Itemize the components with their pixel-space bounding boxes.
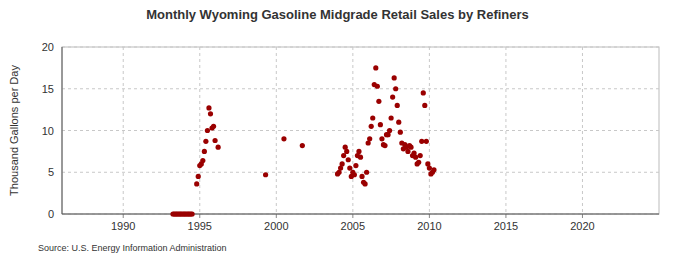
y-tick-label: 20 — [42, 41, 54, 53]
point — [422, 103, 427, 108]
title: Monthly Wyoming Gasoline Midgrade Retail… — [146, 7, 529, 22]
point — [356, 149, 361, 154]
x-tick — [352, 214, 353, 218]
point — [376, 99, 381, 104]
point — [196, 174, 201, 179]
point — [369, 124, 374, 129]
point — [358, 155, 363, 160]
points — [170, 65, 436, 216]
point — [382, 143, 387, 148]
x-grid-line — [276, 47, 277, 214]
point — [208, 111, 213, 116]
point — [281, 136, 286, 141]
x-tick — [582, 214, 583, 218]
point — [418, 153, 423, 158]
point — [431, 167, 436, 172]
point — [340, 161, 345, 166]
x-tick — [123, 214, 124, 218]
point — [206, 105, 211, 110]
point — [424, 139, 429, 144]
point — [211, 124, 216, 129]
point — [367, 136, 372, 141]
point — [387, 128, 392, 133]
point — [347, 165, 352, 170]
x-tick — [429, 214, 430, 218]
x-grid-line — [582, 47, 583, 214]
point — [375, 84, 380, 89]
point — [395, 103, 400, 108]
point — [212, 138, 217, 143]
point — [205, 128, 210, 133]
y-tick-label: 15 — [42, 83, 54, 95]
point — [300, 143, 305, 148]
source: Source: U.S. Energy Information Administ… — [38, 243, 227, 253]
point — [216, 145, 221, 150]
point — [393, 86, 398, 91]
x-tick-label: 2015 — [494, 220, 518, 232]
y-tick-label: 10 — [42, 125, 54, 137]
point — [396, 120, 401, 125]
point — [190, 211, 195, 216]
y-tick-label: 0 — [48, 208, 54, 220]
point — [398, 130, 403, 135]
y-axis-label: Thousand Gallons per Day — [8, 65, 20, 196]
x-tick-label: 2005 — [341, 220, 365, 232]
point — [344, 149, 349, 154]
x-grid-line — [429, 47, 430, 214]
point — [416, 160, 421, 165]
plot-frame — [62, 47, 659, 214]
y-grid-line — [62, 47, 659, 48]
x-tick-label: 2020 — [570, 220, 594, 232]
point — [389, 115, 394, 120]
x-grid-line — [352, 47, 353, 214]
x-grid-line — [199, 47, 200, 214]
point — [408, 145, 413, 150]
x-tick-label: 2000 — [264, 220, 288, 232]
x-tick — [505, 214, 506, 218]
point — [202, 149, 207, 154]
point — [364, 170, 369, 175]
x-tick-label: 1995 — [188, 220, 212, 232]
point — [263, 172, 268, 177]
point — [379, 136, 384, 141]
point — [353, 163, 358, 168]
x-axis — [62, 214, 659, 215]
point — [352, 172, 357, 177]
point — [362, 181, 367, 186]
y-grid-line — [62, 130, 659, 131]
y-tick-label: 5 — [48, 166, 54, 178]
point — [203, 139, 208, 144]
y-axis — [62, 47, 63, 214]
point — [346, 157, 351, 162]
point — [413, 155, 418, 160]
point — [359, 174, 364, 179]
chart: Monthly Wyoming Gasoline Midgrade Retail… — [0, 0, 675, 275]
x-tick — [276, 214, 277, 218]
point — [390, 95, 395, 100]
point — [370, 115, 375, 120]
point — [341, 153, 346, 158]
point — [378, 122, 383, 127]
y-grid-line — [62, 214, 659, 215]
y-grid-line — [62, 88, 659, 89]
point — [405, 149, 410, 154]
point — [392, 75, 397, 80]
point — [194, 181, 199, 186]
point — [427, 165, 432, 170]
x-grid-line — [123, 47, 124, 214]
x-tick-label: 2010 — [417, 220, 441, 232]
point — [200, 158, 205, 163]
x-grid-line — [505, 47, 506, 214]
y-grid-line — [62, 172, 659, 173]
x-tick-label: 1990 — [111, 220, 135, 232]
point — [373, 65, 378, 70]
point — [421, 90, 426, 95]
x-tick — [199, 214, 200, 218]
point — [419, 139, 424, 144]
